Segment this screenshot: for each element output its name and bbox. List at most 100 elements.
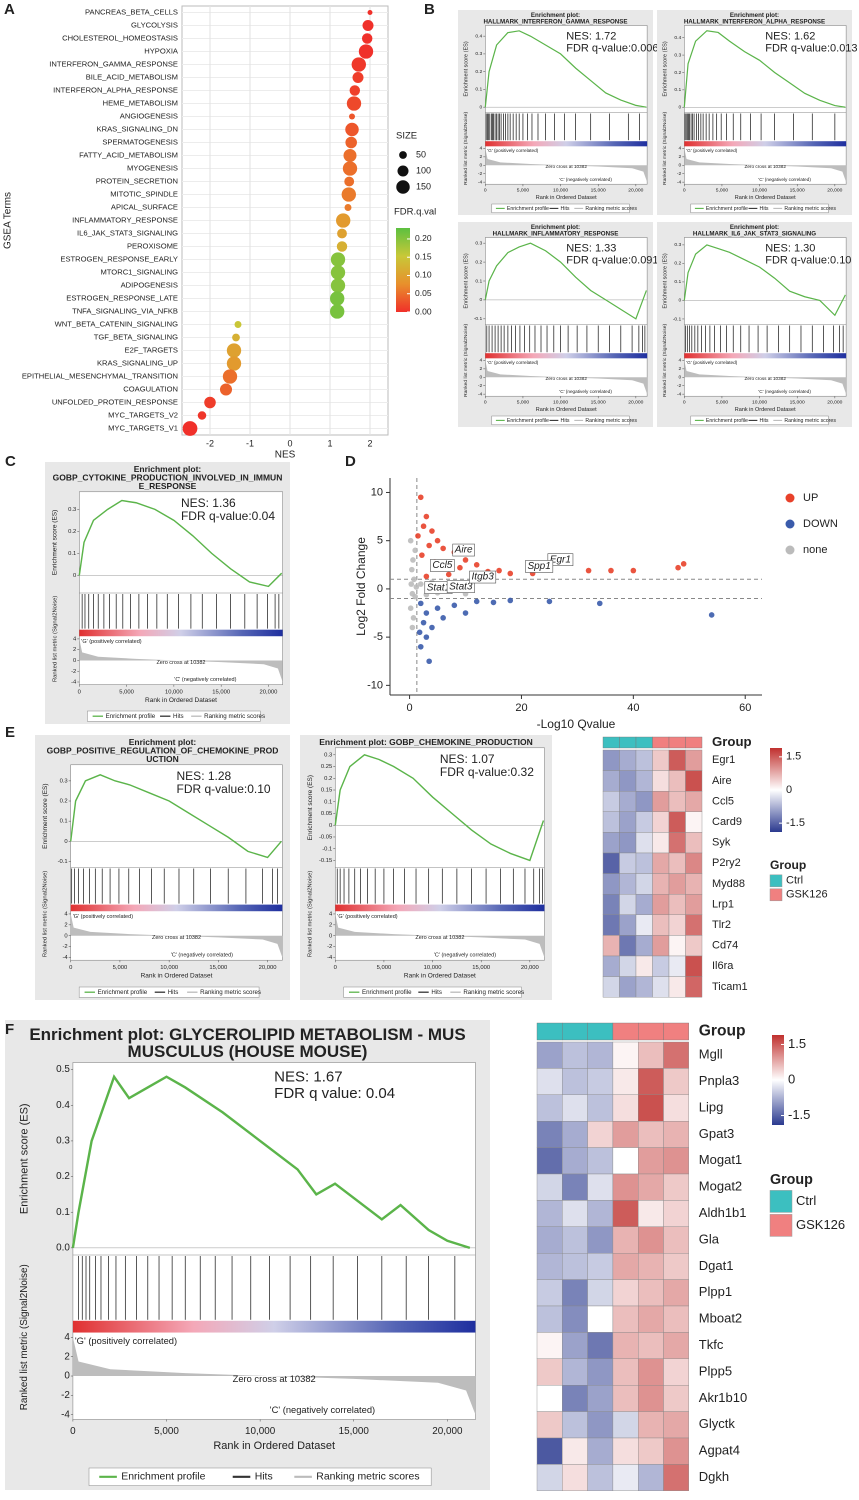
point bbox=[415, 533, 421, 539]
row-label: Lrp1 bbox=[712, 898, 734, 910]
heat-cell bbox=[652, 832, 670, 854]
heat-cell bbox=[587, 1173, 614, 1201]
y-axis-label: Ranked list metric (Signal2Noise) bbox=[43, 871, 49, 957]
heat-cell bbox=[536, 1200, 563, 1228]
y-tick-label: HYPOXIA bbox=[144, 47, 179, 56]
heat-cell bbox=[638, 1094, 664, 1122]
rank-bar bbox=[335, 904, 545, 912]
row-label: Gpat3 bbox=[699, 1126, 734, 1141]
legend-label: UP bbox=[803, 492, 818, 504]
y-tick-label: 0 bbox=[679, 105, 682, 111]
rank-bar bbox=[70, 904, 283, 912]
y-tick-label: -4 bbox=[71, 680, 77, 686]
x-tick-label: 10,000 bbox=[165, 689, 184, 695]
heat-cell bbox=[668, 770, 686, 792]
y-tick-label: 0.3 bbox=[674, 242, 681, 248]
legend-dot bbox=[396, 180, 410, 194]
fdr-label: FDR q-value:0.10 bbox=[765, 255, 851, 267]
legend-marker bbox=[785, 545, 795, 555]
row-label: Card9 bbox=[712, 816, 742, 828]
y-tick-label: 0 bbox=[64, 839, 68, 845]
heat-cell bbox=[619, 852, 637, 874]
y-tick-label: E2F_TARGETS bbox=[125, 346, 178, 355]
annotation-cell bbox=[562, 1022, 588, 1041]
heat-cell bbox=[602, 811, 620, 833]
heat-cell bbox=[619, 811, 637, 833]
legend-label: Hits bbox=[173, 713, 184, 720]
heat-cell bbox=[536, 1305, 563, 1333]
point-label: Spp1 bbox=[527, 561, 550, 572]
heat-cell bbox=[602, 935, 620, 957]
heat-cell bbox=[587, 1041, 614, 1069]
label-box bbox=[446, 580, 475, 593]
y-tick-label: 0.3 bbox=[324, 752, 332, 758]
dot bbox=[219, 383, 233, 396]
dot bbox=[204, 396, 216, 409]
point bbox=[423, 610, 430, 616]
dot bbox=[367, 10, 373, 15]
y-tick-label: MYOGENESIS bbox=[127, 164, 178, 173]
y-tick-label: 0.3 bbox=[674, 52, 681, 58]
label-box bbox=[525, 560, 554, 573]
y-tick-label: COAGULATION bbox=[123, 385, 178, 394]
legend-label: Hits bbox=[760, 418, 769, 424]
y-tick-label: 4 bbox=[480, 358, 483, 364]
row-label: Aire bbox=[712, 775, 732, 787]
heat-cell bbox=[638, 1464, 664, 1492]
dot bbox=[345, 136, 357, 149]
y-tick-label: 2 bbox=[64, 922, 67, 928]
heat-cell bbox=[619, 832, 637, 854]
heat-cell bbox=[612, 1041, 639, 1069]
x-tick-label: 15,000 bbox=[472, 965, 491, 971]
row-label: Tlr2 bbox=[712, 919, 731, 931]
y-tick-label: 0.1 bbox=[68, 551, 76, 557]
y-tick-label: 0 bbox=[377, 583, 383, 595]
point bbox=[507, 597, 514, 604]
nes-label: NES: 1.33 bbox=[566, 242, 616, 254]
y-tick-label: 0 bbox=[679, 298, 682, 304]
panel-letter: D bbox=[345, 453, 356, 470]
fdr-label: FDR q value: 0.04 bbox=[274, 1085, 395, 1102]
plot-title: HALLMARK_INTERFERON_ALPHA_RESPONSE bbox=[684, 18, 825, 25]
dot bbox=[348, 113, 356, 120]
panel-letter: E bbox=[5, 724, 15, 741]
heat-cell bbox=[663, 1411, 689, 1439]
heat-cell bbox=[536, 1041, 563, 1069]
y-tick-label: -2 bbox=[71, 669, 76, 675]
y-tick-label: 0 bbox=[480, 104, 483, 110]
y-tick-label: 4 bbox=[480, 146, 483, 152]
positive-label: 'G' (positively correlated) bbox=[73, 914, 134, 920]
point bbox=[473, 562, 480, 568]
row-label: Agpat4 bbox=[699, 1443, 740, 1458]
dot bbox=[346, 96, 362, 111]
legend-swatch bbox=[769, 1190, 793, 1213]
dot bbox=[222, 369, 238, 384]
annotation-cell bbox=[638, 1022, 664, 1041]
y-tick-label: GLYCOLYSIS bbox=[131, 21, 178, 30]
point bbox=[462, 610, 469, 616]
y-tick-label: -0.05 bbox=[319, 835, 332, 841]
y-tick-label: WNT_BETA_CATENIN_SIGNALING bbox=[55, 320, 178, 329]
point-label: Egr1 bbox=[550, 554, 571, 565]
point bbox=[585, 567, 592, 574]
y-tick-label: 2 bbox=[480, 154, 483, 160]
legend-label: Enrichment profile bbox=[507, 206, 549, 212]
heat-cell bbox=[619, 955, 637, 977]
y-tick-label: -4 bbox=[478, 179, 483, 185]
y-tick-label: -0.1 bbox=[474, 316, 483, 322]
x-axis-label: Rank in Ordered Dataset bbox=[141, 973, 213, 980]
metric-area bbox=[335, 913, 545, 958]
heat-cell bbox=[685, 811, 703, 833]
heat-cell bbox=[638, 1411, 664, 1439]
heat-cell bbox=[619, 976, 637, 998]
heat-cell bbox=[562, 1094, 588, 1122]
point bbox=[417, 581, 424, 587]
heat-cell bbox=[536, 1332, 563, 1360]
heat-cell bbox=[587, 1279, 614, 1307]
legend-marker bbox=[785, 519, 795, 529]
x-tick-label: 5,000 bbox=[517, 188, 530, 194]
point bbox=[408, 581, 415, 587]
legend-label: Ranking metric scores bbox=[316, 1472, 419, 1483]
point bbox=[417, 643, 424, 650]
y-tick-label: -2 bbox=[478, 171, 483, 177]
